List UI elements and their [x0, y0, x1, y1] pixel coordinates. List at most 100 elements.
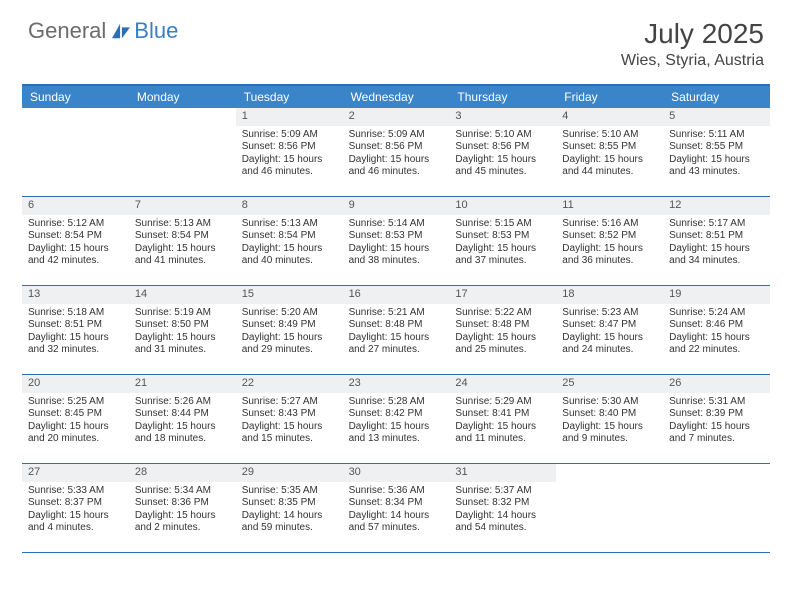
daylight-line: Daylight: 15 hours and 20 minutes. [28, 421, 123, 446]
day-cell: 7Sunrise: 5:13 AMSunset: 8:54 PMDaylight… [129, 197, 236, 285]
sunset-line: Sunset: 8:48 PM [349, 319, 444, 332]
day-number: 19 [663, 286, 770, 304]
day-body: Sunrise: 5:35 AMSunset: 8:35 PMDaylight:… [236, 482, 343, 539]
sunset-line: Sunset: 8:35 PM [242, 497, 337, 510]
day-number: 4 [556, 108, 663, 126]
day-body: Sunrise: 5:36 AMSunset: 8:34 PMDaylight:… [343, 482, 450, 539]
day-header: Friday [556, 86, 663, 108]
sunrise-line: Sunrise: 5:34 AM [135, 485, 230, 498]
day-cell: 17Sunrise: 5:22 AMSunset: 8:48 PMDayligh… [449, 286, 556, 374]
sunrise-line: Sunrise: 5:19 AM [135, 307, 230, 320]
day-cell: 12Sunrise: 5:17 AMSunset: 8:51 PMDayligh… [663, 197, 770, 285]
day-cell: 4Sunrise: 5:10 AMSunset: 8:55 PMDaylight… [556, 108, 663, 196]
day-cell [22, 108, 129, 196]
day-cell: 3Sunrise: 5:10 AMSunset: 8:56 PMDaylight… [449, 108, 556, 196]
day-cell [556, 464, 663, 552]
sunrise-line: Sunrise: 5:10 AM [455, 129, 550, 142]
day-body: Sunrise: 5:28 AMSunset: 8:42 PMDaylight:… [343, 393, 450, 450]
day-cell: 13Sunrise: 5:18 AMSunset: 8:51 PMDayligh… [22, 286, 129, 374]
day-cell: 2 Sunrise: 5:09 AMSunset: 8:56 PMDaylight… [343, 108, 450, 196]
day-number: 31 [449, 464, 556, 482]
day-cell: 22Sunrise: 5:27 AMSunset: 8:43 PMDayligh… [236, 375, 343, 463]
daylight-line: Daylight: 15 hours and 46 minutes. [242, 154, 337, 179]
day-number: 2 [343, 108, 450, 126]
day-body: Sunrise: 5:34 AMSunset: 8:36 PMDaylight:… [129, 482, 236, 539]
day-number: 27 [22, 464, 129, 482]
day-number: 24 [449, 375, 556, 393]
day-header: Wednesday [343, 86, 450, 108]
day-cell: 16Sunrise: 5:21 AMSunset: 8:48 PMDayligh… [343, 286, 450, 374]
daylight-line: Daylight: 15 hours and 9 minutes. [562, 421, 657, 446]
daylight-line: Daylight: 14 hours and 54 minutes. [455, 510, 550, 535]
sunset-line: Sunset: 8:44 PM [135, 408, 230, 421]
day-body: Sunrise: 5:12 AMSunset: 8:54 PMDaylight:… [22, 215, 129, 272]
sunrise-line: Sunrise: 5:09 AM [349, 129, 444, 142]
week-row: 1Sunrise: 5:09 AMSunset: 8:56 PMDaylight… [22, 108, 770, 197]
day-cell: 9Sunrise: 5:14 AMSunset: 8:53 PMDaylight… [343, 197, 450, 285]
day-body: Sunrise: 5:19 AMSunset: 8:50 PMDaylight:… [129, 304, 236, 361]
sunset-line: Sunset: 8:54 PM [242, 230, 337, 243]
day-body: Sunrise: 5:27 AMSunset: 8:43 PMDaylight:… [236, 393, 343, 450]
day-cell: 18Sunrise: 5:23 AMSunset: 8:47 PMDayligh… [556, 286, 663, 374]
sunset-line: Sunset: 8:49 PM [242, 319, 337, 332]
logo: General Blue [28, 18, 178, 44]
daylight-line: Daylight: 14 hours and 59 minutes. [242, 510, 337, 535]
day-header: Tuesday [236, 86, 343, 108]
sunrise-line: Sunrise: 5:18 AM [28, 307, 123, 320]
sunrise-line: Sunrise: 5:23 AM [562, 307, 657, 320]
sunset-line: Sunset: 8:52 PM [562, 230, 657, 243]
sunrise-line: Sunrise: 5:26 AM [135, 396, 230, 409]
day-number: 17 [449, 286, 556, 304]
sunset-line: Sunset: 8:55 PM [562, 141, 657, 154]
day-body: Sunrise: 5:10 AMSunset: 8:55 PMDaylight:… [556, 126, 663, 183]
sunset-line: Sunset: 8:56 PM [349, 141, 444, 154]
sunrise-line: Sunrise: 5:21 AM [349, 307, 444, 320]
day-body: Sunrise: 5:13 AMSunset: 8:54 PMDaylight:… [129, 215, 236, 272]
day-body: Sunrise: 5:21 AMSunset: 8:48 PMDaylight:… [343, 304, 450, 361]
sunrise-line: Sunrise: 5:14 AM [349, 218, 444, 231]
sunset-line: Sunset: 8:39 PM [669, 408, 764, 421]
day-number: 1 [236, 108, 343, 126]
day-number: 7 [129, 197, 236, 215]
sunrise-line: Sunrise: 5:13 AM [242, 218, 337, 231]
sunset-line: Sunset: 8:47 PM [562, 319, 657, 332]
sunrise-line: Sunrise: 5:09 AM [242, 129, 337, 142]
day-body: Sunrise: 5:10 AMSunset: 8:56 PMDaylight:… [449, 126, 556, 183]
day-number: 10 [449, 197, 556, 215]
day-cell: 27Sunrise: 5:33 AMSunset: 8:37 PMDayligh… [22, 464, 129, 552]
sail-icon [110, 22, 132, 40]
calendar: SundayMondayTuesdayWednesdayThursdayFrid… [22, 84, 770, 553]
day-number: 15 [236, 286, 343, 304]
day-number: 8 [236, 197, 343, 215]
day-number: 16 [343, 286, 450, 304]
sunrise-line: Sunrise: 5:15 AM [455, 218, 550, 231]
day-header: Thursday [449, 86, 556, 108]
sunrise-line: Sunrise: 5:30 AM [562, 396, 657, 409]
sunrise-line: Sunrise: 5:25 AM [28, 396, 123, 409]
day-number: 14 [129, 286, 236, 304]
day-cell: 26Sunrise: 5:31 AMSunset: 8:39 PMDayligh… [663, 375, 770, 463]
day-body: Sunrise: 5:33 AMSunset: 8:37 PMDaylight:… [22, 482, 129, 539]
day-number: 21 [129, 375, 236, 393]
day-cell: 29Sunrise: 5:35 AMSunset: 8:35 PMDayligh… [236, 464, 343, 552]
day-body: Sunrise: 5:13 AMSunset: 8:54 PMDaylight:… [236, 215, 343, 272]
sunrise-line: Sunrise: 5:24 AM [669, 307, 764, 320]
day-body: Sunrise: 5:29 AMSunset: 8:41 PMDaylight:… [449, 393, 556, 450]
day-number: 6 [22, 197, 129, 215]
day-header-row: SundayMondayTuesdayWednesdayThursdayFrid… [22, 86, 770, 108]
daylight-line: Daylight: 15 hours and 29 minutes. [242, 332, 337, 357]
day-cell: 21Sunrise: 5:26 AMSunset: 8:44 PMDayligh… [129, 375, 236, 463]
day-body: Sunrise: 5:16 AMSunset: 8:52 PMDaylight:… [556, 215, 663, 272]
daylight-line: Daylight: 15 hours and 25 minutes. [455, 332, 550, 357]
sunrise-line: Sunrise: 5:11 AM [669, 129, 764, 142]
sunset-line: Sunset: 8:32 PM [455, 497, 550, 510]
daylight-line: Daylight: 15 hours and 46 minutes. [349, 154, 444, 179]
sunset-line: Sunset: 8:55 PM [669, 141, 764, 154]
sunset-line: Sunset: 8:43 PM [242, 408, 337, 421]
day-number: 18 [556, 286, 663, 304]
sunrise-line: Sunrise: 5:35 AM [242, 485, 337, 498]
day-body: Sunrise: 5:22 AMSunset: 8:48 PMDaylight:… [449, 304, 556, 361]
day-body: Sunrise: 5:24 AMSunset: 8:46 PMDaylight:… [663, 304, 770, 361]
daylight-line: Daylight: 15 hours and 34 minutes. [669, 243, 764, 268]
day-cell [663, 464, 770, 552]
